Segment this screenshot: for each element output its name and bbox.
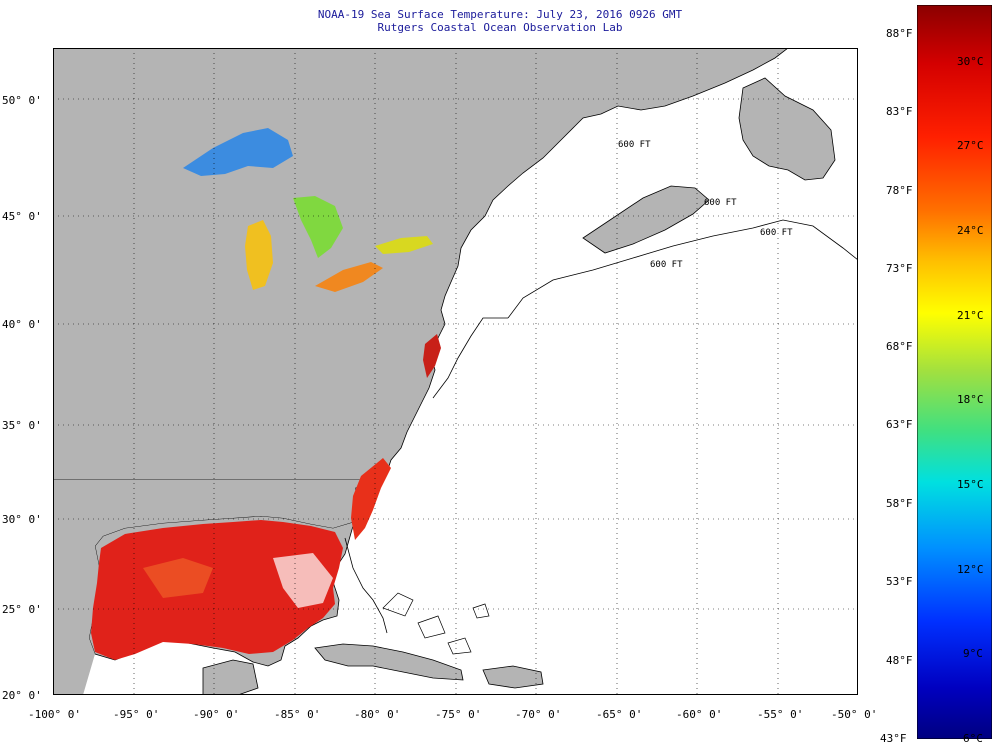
lon-label: -85° 0' (274, 708, 321, 721)
land-cuba (314, 643, 464, 681)
colorbar-c-label: 18°C (957, 393, 984, 406)
lon-label: -55° 0' (757, 708, 804, 721)
lon-label: -70° 0' (515, 708, 562, 721)
coast-sst-field (351, 458, 391, 540)
contour-label-600ft: 600 FT (704, 198, 737, 208)
gulf-sst-field (91, 520, 343, 660)
colorbar (917, 5, 992, 739)
colorbar-f-label: 68°F (886, 340, 913, 353)
colorbar-f-label: 58°F (886, 497, 913, 510)
lake-michigan (245, 220, 273, 290)
lat-label: 25° 0' (2, 603, 42, 616)
colorbar-c-label: 15°C (957, 478, 984, 491)
lon-label: -60° 0' (676, 708, 723, 721)
lat-label: 20° 0' (2, 689, 42, 702)
colorbar-c-label: 9°C (963, 647, 983, 660)
lat-label: 45° 0' (2, 210, 42, 223)
lat-label: 35° 0' (2, 419, 42, 432)
lat-label: 30° 0' (2, 513, 42, 526)
land-north-america (53, 48, 789, 667)
map-title: NOAA-19 Sea Surface Temperature: July 23… (317, 8, 683, 21)
lon-label: -80° 0' (354, 708, 401, 721)
colorbar-c-label: 24°C (957, 224, 984, 237)
colorbar-c-label: 27°C (957, 139, 984, 152)
colorbar-c-label: 12°C (957, 563, 984, 576)
lon-label: -50° 0' (831, 708, 878, 721)
map-subtitle: Rutgers Coastal Ocean Observation Lab (377, 21, 623, 34)
lon-label: -90° 0' (193, 708, 240, 721)
lon-label: -75° 0' (435, 708, 482, 721)
contour-label-600ft: 600 FT (760, 228, 793, 238)
colorbar-f-label: 53°F (886, 575, 913, 588)
colorbar-f-label: 88°F (886, 27, 913, 40)
land-newfoundland (738, 77, 836, 181)
lake-erie (315, 262, 383, 292)
colorbar-f-label: 48°F (886, 654, 913, 667)
lake-ontario (375, 236, 433, 254)
colorbar-f-label: 83°F (886, 105, 913, 118)
lake-huron (293, 196, 343, 258)
sst-map (53, 48, 858, 695)
lon-label: -95° 0' (113, 708, 160, 721)
lake-superior (183, 128, 293, 176)
contour-label-600ft: 600 FT (650, 260, 683, 270)
lat-label: 50° 0' (2, 94, 42, 107)
colorbar-f-label: 43°F (880, 732, 907, 745)
colorbar-c-label: 6°C (963, 732, 983, 745)
lon-label: -65° 0' (596, 708, 643, 721)
land-nova-scotia (582, 185, 710, 254)
colorbar-c-label: 30°C (957, 55, 984, 68)
colorbar-f-label: 63°F (886, 418, 913, 431)
colorbar-f-label: 78°F (886, 184, 913, 197)
lon-label: -100° 0' (28, 708, 81, 721)
lat-label: 40° 0' (2, 318, 42, 331)
colorbar-c-label: 21°C (957, 309, 984, 322)
colorbar-f-label: 73°F (886, 262, 913, 275)
contour-label-600ft: 600 FT (618, 140, 651, 150)
